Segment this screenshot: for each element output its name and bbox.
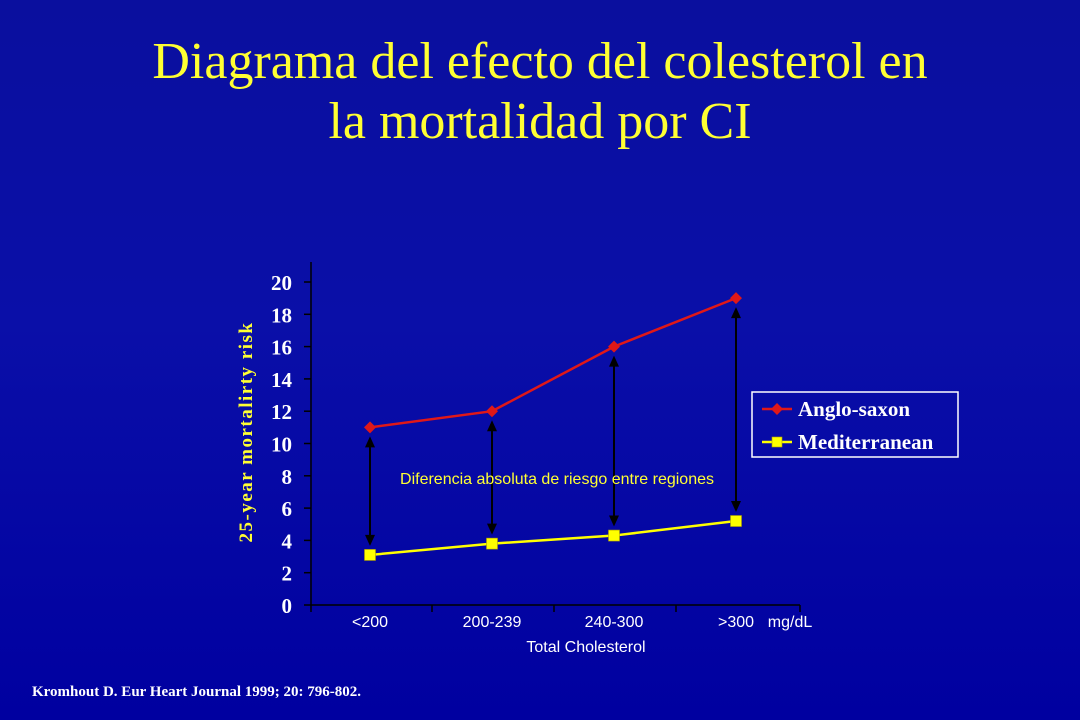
- legend-label-mediterranean: Mediterranean: [798, 430, 934, 454]
- y-tick-label: 14: [271, 368, 293, 392]
- series-mediterranean: [364, 515, 742, 561]
- y-tick-label: 20: [271, 271, 292, 295]
- y-tick-label: 18: [271, 303, 292, 327]
- slide-title-line2: la mortalidad por CI: [328, 93, 752, 150]
- data-point-diamond: [364, 421, 376, 434]
- annotation-text: Diferencia absoluta de riesgo entre regi…: [400, 471, 714, 488]
- x-tick-label: 200-239: [463, 614, 522, 631]
- series-line: [369, 296, 737, 429]
- data-point-square: [486, 537, 498, 550]
- data-point-square: [730, 515, 742, 527]
- y-tick-label: 4: [282, 529, 293, 553]
- x-tick-label: 240-300: [585, 614, 644, 631]
- x-unit-label: mg/dL: [768, 614, 813, 631]
- difference-arrows: [365, 307, 741, 546]
- data-point-diamond: [608, 340, 620, 353]
- x-axis-title: Total Cholesterol: [526, 639, 645, 656]
- legend-item-anglo: Anglo-saxon: [762, 397, 910, 421]
- difference-arrow: [609, 355, 619, 527]
- y-tick-label: 12: [271, 400, 292, 424]
- source-citation: Kromhout D. Eur Heart Journal 1999; 20: …: [32, 684, 362, 700]
- legend-item-mediterranean: Mediterranean: [762, 430, 934, 454]
- y-tick-label: 10: [271, 433, 292, 457]
- series-anglo-saxon: [364, 292, 742, 434]
- data-point-diamond: [486, 405, 498, 418]
- slide-title: Diagrama del efecto del colesterol en la…: [0, 32, 1080, 152]
- legend: Anglo-saxon Mediterranean: [751, 391, 959, 458]
- data-point-square: [608, 529, 620, 542]
- slide-title-line1: Diagrama del efecto del colesterol en: [152, 33, 928, 90]
- x-tick-labels: <200 200-239 240-300 >300: [352, 614, 754, 631]
- y-tick-label: 0: [282, 594, 293, 618]
- x-ticks: [310, 605, 801, 612]
- difference-arrow: [731, 307, 741, 513]
- series-group: [364, 292, 742, 561]
- y-ticks: 0 2 4 6 8 10 12 14 16 18 20: [271, 271, 311, 618]
- x-axis: <200 200-239 240-300 >300 mg/dL Total Chole…: [310, 604, 813, 656]
- y-tick-label: 8: [282, 465, 293, 489]
- y-axis-title: 25-year mortalirty risk: [236, 322, 257, 543]
- legend-label-anglo: Anglo-saxon: [798, 397, 910, 421]
- difference-arrow: [487, 420, 497, 535]
- y-tick-label: 16: [271, 336, 292, 360]
- y-tick-label: 6: [282, 497, 293, 521]
- x-tick-label: >300: [718, 614, 754, 631]
- data-point-square: [364, 549, 376, 561]
- series-line: [369, 519, 737, 557]
- y-tick-label: 2: [282, 562, 293, 586]
- y-axis: 0 2 4 6 8 10 12 14 16 18 20: [271, 262, 312, 618]
- data-point-diamond: [730, 292, 742, 305]
- x-tick-label: <200: [352, 614, 388, 631]
- difference-arrow: [365, 436, 375, 546]
